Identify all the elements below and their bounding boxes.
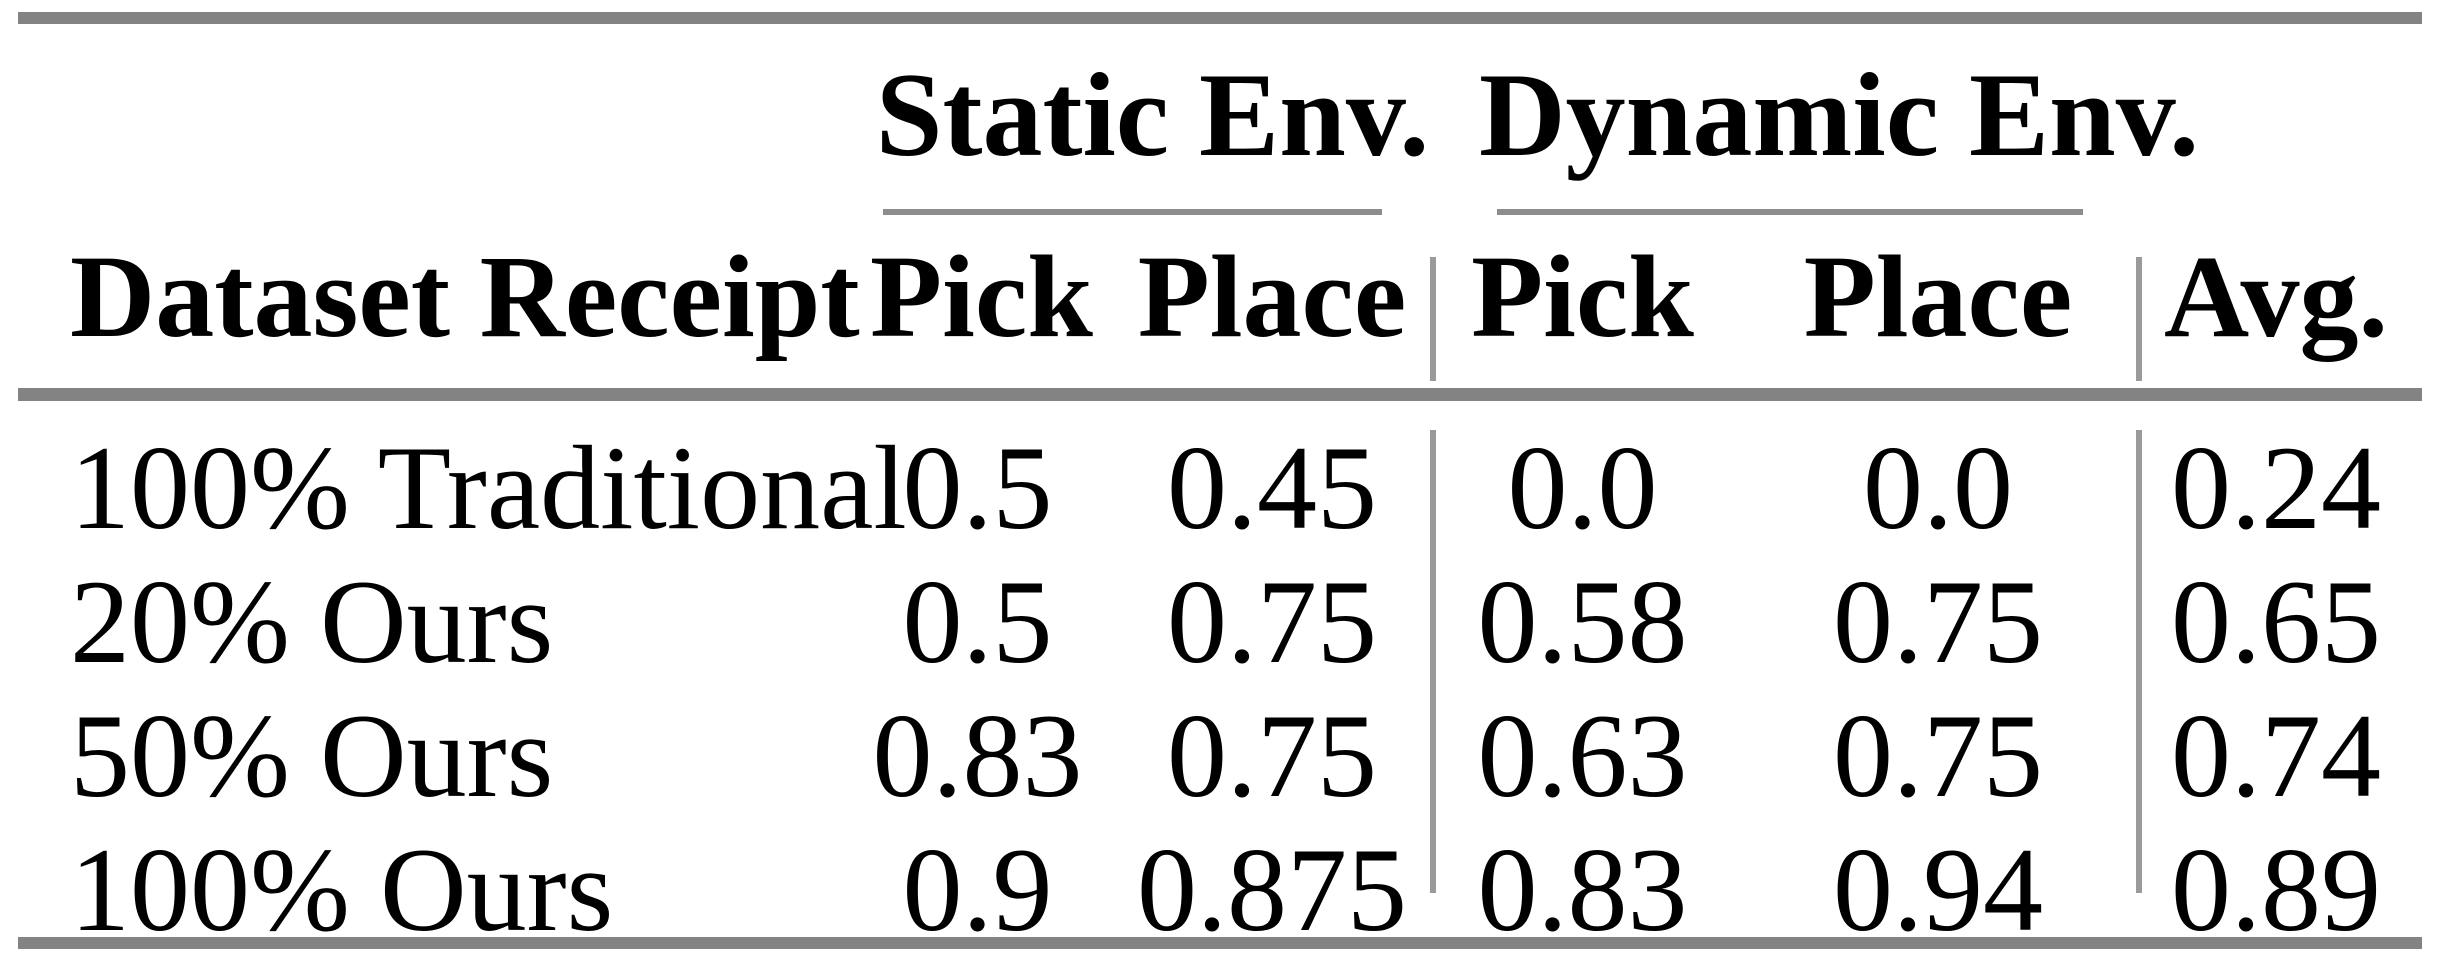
cell-dynamic-pick: 0.63 [1477,689,1688,822]
cell-static-place: 0.75 [1167,555,1377,688]
group-header-spacer [18,24,870,205]
cell-dynamic-place: 0.0 [1863,421,2013,554]
cell-avg: 0.89 [2171,823,2381,956]
dynamic-env-underline [1497,209,2083,215]
header-static-pick: Pick [870,231,1093,362]
table-bottom-rule [18,937,2422,949]
column-header-row: Dataset Receipt Pick Place Pick Place Av… [18,205,2422,388]
group-header-spacer-right [2130,24,2422,205]
group-header-static-env: Static Env. [875,48,1430,181]
table-top-rule [18,12,2422,24]
row-label: 50% Ours [70,689,554,822]
cell-dynamic-pick: 0.83 [1477,823,1688,956]
cell-static-pick: 0.9 [902,823,1053,956]
cell-dynamic-pick: 0.58 [1477,555,1688,688]
cell-dynamic-place: 0.94 [1833,823,2043,956]
divider-dynamic-avg [2136,430,2142,893]
divider-static-dynamic [1430,430,1436,893]
cell-avg: 0.74 [2171,689,2381,822]
cell-avg: 0.24 [2171,421,2381,554]
group-header-row: Static Env. Dynamic Env. [18,24,2422,205]
cell-static-pick: 0.5 [902,421,1053,554]
cell-static-place: 0.875 [1137,823,1407,956]
header-avg: Avg. [2164,231,2388,362]
group-header-dynamic-env: Dynamic Env. [1479,48,2200,181]
table-mid-rule [18,388,2422,401]
header-dynamic-pick: Pick [1471,231,1694,362]
cell-static-pick: 0.83 [872,689,1083,822]
cell-dynamic-pick: 0.0 [1507,421,1658,554]
table-row: 50% Ours 0.83 0.75 0.63 0.75 0.74 [18,669,2422,822]
divider-static-dynamic [1430,257,1436,381]
row-label: 20% Ours [70,555,554,688]
row-label: 100% Traditional [70,421,907,554]
cell-static-place: 0.75 [1167,689,1377,822]
header-static-place: Place [1137,231,1407,362]
cell-static-place: 0.45 [1167,421,1377,554]
row-label: 100% Ours [70,823,614,956]
cell-avg: 0.65 [2171,555,2381,688]
table-row: 20% Ours 0.5 0.75 0.58 0.75 0.65 [18,535,2422,688]
static-env-underline [883,209,1382,215]
table-row: 100% Traditional 0.5 0.45 0.0 0.0 0.24 [18,401,2422,554]
cell-static-pick: 0.5 [902,555,1053,688]
table-row: 100% Ours 0.9 0.875 0.83 0.94 0.89 [18,803,2422,956]
divider-dynamic-avg [2136,257,2142,381]
header-dataset-receipt: Dataset Receipt [70,231,860,362]
cell-dynamic-place: 0.75 [1833,555,2043,688]
header-dynamic-place: Place [1803,231,2073,362]
cell-dynamic-place: 0.75 [1833,689,2043,822]
results-table: Static Env. Dynamic Env. Dataset Receipt… [18,12,2422,956]
